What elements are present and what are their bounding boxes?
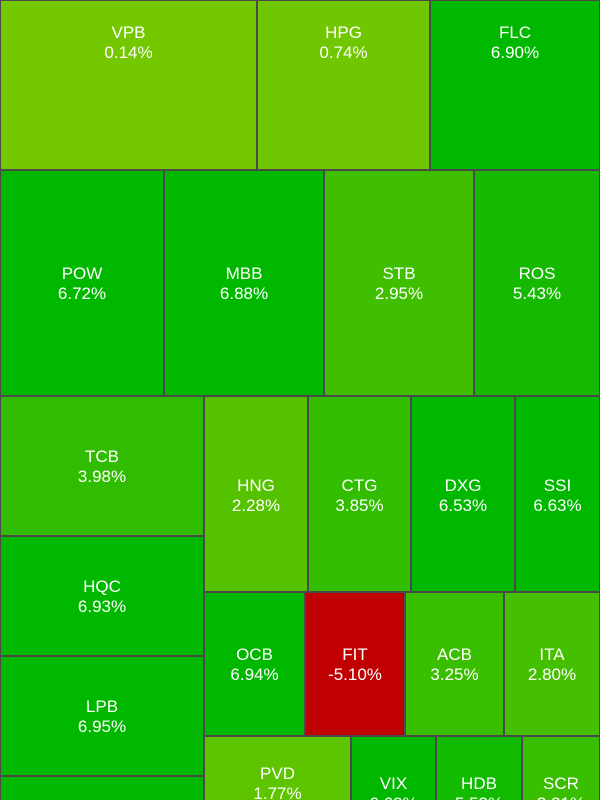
- treemap-cell-label: ACB 3.25%: [406, 645, 503, 685]
- ticker-symbol: DXG: [444, 476, 482, 495]
- ticker-symbol: ITA: [539, 645, 565, 664]
- treemap-cell-partial[interactable]: [0, 776, 204, 800]
- price-change-percent: 6.95%: [77, 717, 127, 736]
- treemap-cell-label: SCR3.21%: [523, 774, 599, 800]
- ticker-symbol: HQC: [83, 577, 121, 596]
- ticker-symbol: CTG: [341, 476, 378, 495]
- ticker-symbol: STB: [382, 264, 416, 283]
- treemap-cell-hng[interactable]: HNG 2.28%: [204, 396, 308, 592]
- treemap-cell-label: HDB5.53%: [437, 774, 521, 800]
- treemap-cell-ros[interactable]: ROS 5.43%: [474, 170, 600, 396]
- price-change-percent: 1.77%: [253, 784, 302, 800]
- price-change-percent: 3.21%: [523, 794, 599, 800]
- price-change-percent: 5.43%: [512, 284, 562, 303]
- treemap-cell-pow[interactable]: POW 6.72%: [0, 170, 164, 396]
- ticker-symbol: POW: [61, 264, 103, 283]
- treemap-cell-label: HQC 6.93%: [1, 577, 203, 617]
- treemap-cell-ita[interactable]: ITA 2.80%: [504, 592, 600, 736]
- treemap-cell-pvd[interactable]: PVD 1.77%: [204, 736, 351, 800]
- treemap-cell-label: ITA 2.80%: [505, 645, 599, 685]
- price-change-percent: 2.80%: [527, 665, 577, 684]
- treemap-cell-stb[interactable]: STB 2.95%: [324, 170, 474, 396]
- treemap-cell-label: PVD 1.77%: [205, 764, 350, 800]
- treemap-cell-tcb[interactable]: TCB 3.98%: [0, 396, 204, 536]
- price-change-percent: 3.98%: [77, 467, 127, 486]
- price-change-percent: 6.94%: [230, 665, 279, 684]
- price-change-percent: 6.63%: [533, 496, 582, 515]
- treemap-cell-label: TCB 3.98%: [1, 447, 203, 487]
- ticker-symbol: MBB: [225, 264, 263, 283]
- price-change-percent: 6.53%: [438, 496, 488, 515]
- price-change-percent: 5.53%: [437, 794, 521, 800]
- treemap-cell-acb[interactable]: ACB 3.25%: [405, 592, 504, 736]
- price-change-percent: 6.93%: [77, 597, 127, 616]
- treemap-cell-label: VIX6.62%: [352, 774, 435, 800]
- ticker-symbol: HDB: [461, 774, 497, 793]
- treemap-cell-label: OCB 6.94%: [205, 645, 304, 685]
- ticker-symbol: SSI: [543, 476, 572, 495]
- ticker-symbol: HPG: [325, 23, 362, 42]
- price-change-percent: 2.95%: [374, 284, 424, 303]
- treemap-cell-label: HPG 0.74%: [258, 23, 429, 63]
- price-change-percent: 0.14%: [104, 43, 153, 62]
- treemap-cell-mbb[interactable]: MBB 6.88%: [164, 170, 324, 396]
- ticker-symbol: HNG: [237, 476, 275, 495]
- price-change-percent: 6.88%: [219, 284, 269, 303]
- treemap-cell-label: MBB 6.88%: [165, 264, 323, 304]
- treemap-cell-label: VPB 0.14%: [1, 23, 256, 63]
- price-change-percent: 3.25%: [430, 665, 479, 684]
- ticker-symbol: FLC: [498, 23, 532, 42]
- treemap-cell-label: POW 6.72%: [1, 264, 163, 304]
- treemap-cell-label: STB 2.95%: [325, 264, 473, 304]
- ticker-symbol: TCB: [85, 447, 119, 466]
- price-change-percent: 3.85%: [335, 496, 384, 515]
- treemap-cell-hqc[interactable]: HQC 6.93%: [0, 536, 204, 656]
- ticker-symbol: FIT: [342, 645, 368, 664]
- ticker-symbol: VIX: [379, 774, 408, 793]
- treemap-cell-label: FIT -5.10%: [306, 645, 404, 685]
- treemap-cell-fit[interactable]: FIT -5.10%: [305, 592, 405, 736]
- treemap-cell-flc[interactable]: FLC 6.90%: [430, 0, 600, 170]
- treemap-cell-label: LPB 6.95%: [1, 697, 203, 737]
- price-change-percent: 6.62%: [352, 794, 435, 800]
- price-change-percent: 6.72%: [57, 284, 107, 303]
- ticker-symbol: LPB: [85, 697, 119, 716]
- treemap-cell-label: ROS 5.43%: [475, 264, 599, 304]
- treemap-cell-label: FLC 6.90%: [431, 23, 599, 63]
- treemap-cell-ctg[interactable]: CTG 3.85%: [308, 396, 411, 592]
- treemap-cell-lpb[interactable]: LPB 6.95%: [0, 656, 204, 776]
- ticker-symbol: OCB: [236, 645, 273, 664]
- treemap-cell-scr[interactable]: SCR3.21%: [522, 736, 600, 800]
- ticker-symbol: ROS: [518, 264, 556, 283]
- treemap-cell-vpb[interactable]: VPB 0.14%: [0, 0, 257, 170]
- price-change-percent: 0.74%: [319, 43, 368, 62]
- treemap-cell-label: SSI 6.63%: [516, 476, 599, 516]
- treemap-cell-ssi[interactable]: SSI 6.63%: [515, 396, 600, 592]
- ticker-symbol: VPB: [111, 23, 146, 42]
- treemap-cell-ocb[interactable]: OCB 6.94%: [204, 592, 305, 736]
- treemap-cell-dxg[interactable]: DXG 6.53%: [411, 396, 515, 592]
- treemap-cell-vix[interactable]: VIX6.62%: [351, 736, 436, 800]
- treemap-cell-label: CTG 3.85%: [309, 476, 410, 516]
- ticker-symbol: ACB: [437, 645, 472, 664]
- price-change-percent: -5.10%: [328, 665, 382, 684]
- ticker-symbol: PVD: [260, 764, 295, 783]
- price-change-percent: 6.90%: [490, 43, 540, 62]
- treemap-cell-label: HNG 2.28%: [205, 476, 307, 516]
- treemap-cell-hpg[interactable]: HPG 0.74%: [257, 0, 430, 170]
- treemap-cell-hdb[interactable]: HDB5.53%: [436, 736, 522, 800]
- price-change-percent: 2.28%: [231, 496, 281, 515]
- treemap-cell-label: DXG 6.53%: [412, 476, 514, 516]
- ticker-symbol: SCR: [543, 774, 579, 793]
